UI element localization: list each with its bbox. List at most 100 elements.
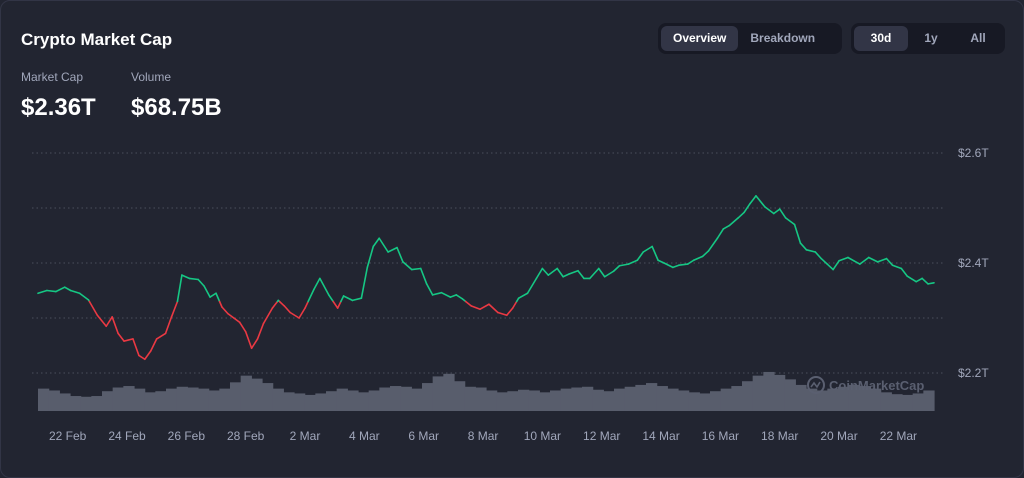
price-line-segment <box>820 257 828 265</box>
price-line-segment <box>244 330 253 350</box>
price-line-segment <box>69 289 81 295</box>
price-line-segment <box>826 263 834 271</box>
volume-bar <box>891 394 903 411</box>
x-tick-label: 2 Mar <box>290 429 321 443</box>
x-tick-label: 22 Feb <box>49 429 87 443</box>
price-line-segment <box>402 261 413 271</box>
volume-bar <box>838 386 850 411</box>
breakdown-tab[interactable]: Breakdown <box>750 31 816 45</box>
volume-bar <box>326 391 338 411</box>
volume-value: $68.75B <box>131 94 222 121</box>
view-toggle: Overview Breakdown <box>658 23 842 54</box>
y-tick-label: $2.6T <box>958 146 989 160</box>
price-line-segment <box>464 300 472 307</box>
volume-bar <box>304 394 316 411</box>
price-line-segment <box>618 263 630 267</box>
price-line-segment <box>541 267 550 276</box>
price-line-segment <box>227 312 235 319</box>
volume-bar <box>358 392 370 411</box>
volume-bar <box>763 371 775 411</box>
volume-bar <box>571 387 583 411</box>
price-line-segment <box>164 316 173 335</box>
x-tick-label: 24 Feb <box>108 429 146 443</box>
volume-bar <box>646 383 658 411</box>
price-line-segment <box>449 294 458 298</box>
price-line-segment <box>663 262 674 269</box>
price-line-segment <box>716 228 725 240</box>
x-tick-label: 6 Mar <box>408 429 439 443</box>
price-line <box>37 195 935 361</box>
volume-bar <box>582 386 594 411</box>
volume-bar <box>560 388 572 411</box>
watermark-logo: CoinMarketCap <box>807 376 924 394</box>
price-line-segment <box>642 245 653 253</box>
price-line-segment <box>678 263 689 267</box>
price-line-segment <box>411 267 422 271</box>
price-line-segment <box>425 283 434 296</box>
volume-bar <box>411 388 423 411</box>
price-line-segment <box>366 245 375 269</box>
x-tick-label: 4 Mar <box>349 429 380 443</box>
volume-bar <box>80 396 92 411</box>
price-line-segment <box>298 307 306 319</box>
volume-bar <box>678 390 690 411</box>
price-line-segment <box>342 295 354 302</box>
price-line-segment <box>138 354 146 361</box>
volume-bar <box>272 388 284 411</box>
price-line-segment <box>336 300 342 309</box>
price-line-segment <box>304 300 309 309</box>
volume-bar <box>48 390 60 411</box>
range-30d-tab[interactable]: 30d <box>854 26 908 51</box>
price-line-segment <box>431 291 443 296</box>
volume-bar <box>902 394 914 411</box>
volume-bar <box>464 386 476 411</box>
volume-bar <box>144 392 156 411</box>
volume-bar <box>774 374 786 411</box>
watermark-text: CoinMarketCap <box>829 378 924 393</box>
volume-bar <box>635 384 647 411</box>
price-line-segment <box>387 246 398 253</box>
grid-lines <box>32 152 945 374</box>
price-line-segment <box>105 316 113 328</box>
coinmarketcap-logo-icon <box>807 376 825 394</box>
y-axis-labels: $2.2T $2.4T $2.6T <box>958 146 989 380</box>
price-line-segment <box>627 259 639 265</box>
volume-bar <box>827 388 839 411</box>
price-line-segment <box>55 286 66 293</box>
price-line-segment <box>351 297 363 302</box>
price-line-segment <box>63 286 72 292</box>
range-1y-tab[interactable]: 1y <box>924 31 938 45</box>
price-line-segment <box>793 223 802 244</box>
volume-bar <box>294 393 306 411</box>
price-line-segment <box>778 208 787 219</box>
price-line-segment <box>197 278 205 287</box>
volume-bar <box>475 387 487 411</box>
price-line-segment <box>440 291 452 298</box>
range-all-tab[interactable]: All <box>970 31 986 45</box>
price-line-segment <box>906 275 917 283</box>
price-line-segment <box>170 300 179 318</box>
overview-tab[interactable]: Overview <box>661 26 739 51</box>
volume-bar <box>870 388 882 411</box>
volume-bar <box>454 381 466 411</box>
price-line-segment <box>332 300 339 309</box>
volume-bars <box>38 371 935 411</box>
y-tick-label: $2.4T <box>958 256 989 270</box>
price-line-segment <box>701 250 710 258</box>
volume-bar <box>432 376 444 411</box>
price-line-segment <box>378 237 389 253</box>
price-line-segment <box>262 307 274 325</box>
price-line-segment <box>722 224 731 230</box>
volume-bar <box>859 386 871 411</box>
y-tick-label: $2.2T <box>958 366 989 380</box>
price-line-segment <box>88 300 99 317</box>
price-line-segment <box>672 264 680 269</box>
price-line-segment <box>838 256 849 262</box>
price-line-segment <box>505 307 514 317</box>
price-line-segment <box>221 306 229 315</box>
price-line-segment <box>149 338 158 352</box>
price-line-segment <box>360 266 369 300</box>
price-line-segment <box>755 195 766 208</box>
market-cap-label: Market Cap <box>21 70 84 84</box>
